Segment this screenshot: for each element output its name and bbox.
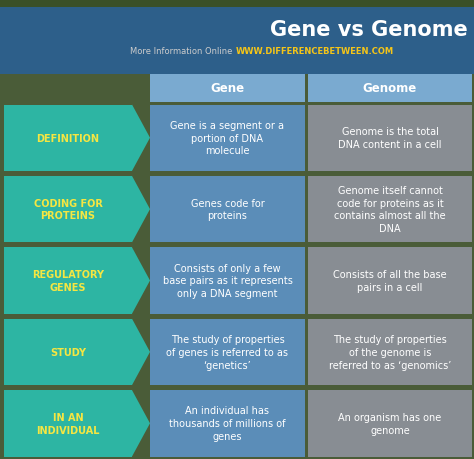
Text: Gene vs Genome: Gene vs Genome — [270, 20, 468, 40]
FancyBboxPatch shape — [4, 177, 132, 243]
Text: An organism has one
genome: An organism has one genome — [338, 412, 442, 435]
FancyBboxPatch shape — [150, 105, 305, 172]
FancyBboxPatch shape — [308, 319, 472, 385]
Text: Gene: Gene — [210, 82, 245, 95]
Text: Genes code for
proteins: Genes code for proteins — [191, 198, 264, 221]
FancyBboxPatch shape — [150, 390, 305, 457]
Text: Genome is the total
DNA content in a cell: Genome is the total DNA content in a cel… — [338, 127, 442, 150]
Polygon shape — [132, 319, 150, 385]
Text: Consists of only a few
base pairs as it represents
only a DNA segment: Consists of only a few base pairs as it … — [163, 263, 292, 299]
Polygon shape — [132, 177, 150, 243]
FancyBboxPatch shape — [0, 0, 474, 8]
FancyBboxPatch shape — [0, 0, 474, 75]
FancyBboxPatch shape — [308, 248, 472, 314]
FancyBboxPatch shape — [4, 390, 132, 457]
Text: Genome: Genome — [363, 82, 417, 95]
Text: Gene is a segment or a
portion of DNA
molecule: Gene is a segment or a portion of DNA mo… — [171, 121, 284, 156]
Text: CODING FOR
PROTEINS: CODING FOR PROTEINS — [34, 198, 102, 221]
Text: DEFINITION: DEFINITION — [36, 134, 100, 143]
FancyBboxPatch shape — [4, 319, 132, 385]
Text: More Information Online: More Information Online — [129, 47, 232, 56]
Polygon shape — [132, 248, 150, 314]
Text: Genome itself cannot
code for proteins as it
contains almost all the
DNA: Genome itself cannot code for proteins a… — [334, 185, 446, 234]
FancyBboxPatch shape — [150, 75, 305, 103]
Text: IN AN
INDIVIDUAL: IN AN INDIVIDUAL — [36, 412, 100, 435]
Text: REGULATORY
GENES: REGULATORY GENES — [32, 270, 104, 292]
Polygon shape — [132, 105, 150, 172]
FancyBboxPatch shape — [4, 248, 132, 314]
Text: The study of properties
of the genome is
referred to as ‘genomics’: The study of properties of the genome is… — [329, 334, 451, 370]
Text: The study of properties
of genes is referred to as
‘genetics’: The study of properties of genes is refe… — [166, 334, 289, 370]
Text: WWW.DIFFERENCEBETWEEN.COM: WWW.DIFFERENCEBETWEEN.COM — [236, 47, 394, 56]
FancyBboxPatch shape — [4, 105, 132, 172]
FancyBboxPatch shape — [308, 390, 472, 457]
FancyBboxPatch shape — [150, 248, 305, 314]
FancyBboxPatch shape — [150, 319, 305, 385]
FancyBboxPatch shape — [308, 75, 472, 103]
Polygon shape — [132, 390, 150, 457]
Text: STUDY: STUDY — [50, 347, 86, 357]
FancyBboxPatch shape — [308, 105, 472, 172]
FancyBboxPatch shape — [308, 177, 472, 243]
Text: Consists of all the base
pairs in a cell: Consists of all the base pairs in a cell — [333, 269, 447, 292]
Text: An individual has
thousands of millions of
genes: An individual has thousands of millions … — [169, 406, 286, 441]
FancyBboxPatch shape — [150, 177, 305, 243]
